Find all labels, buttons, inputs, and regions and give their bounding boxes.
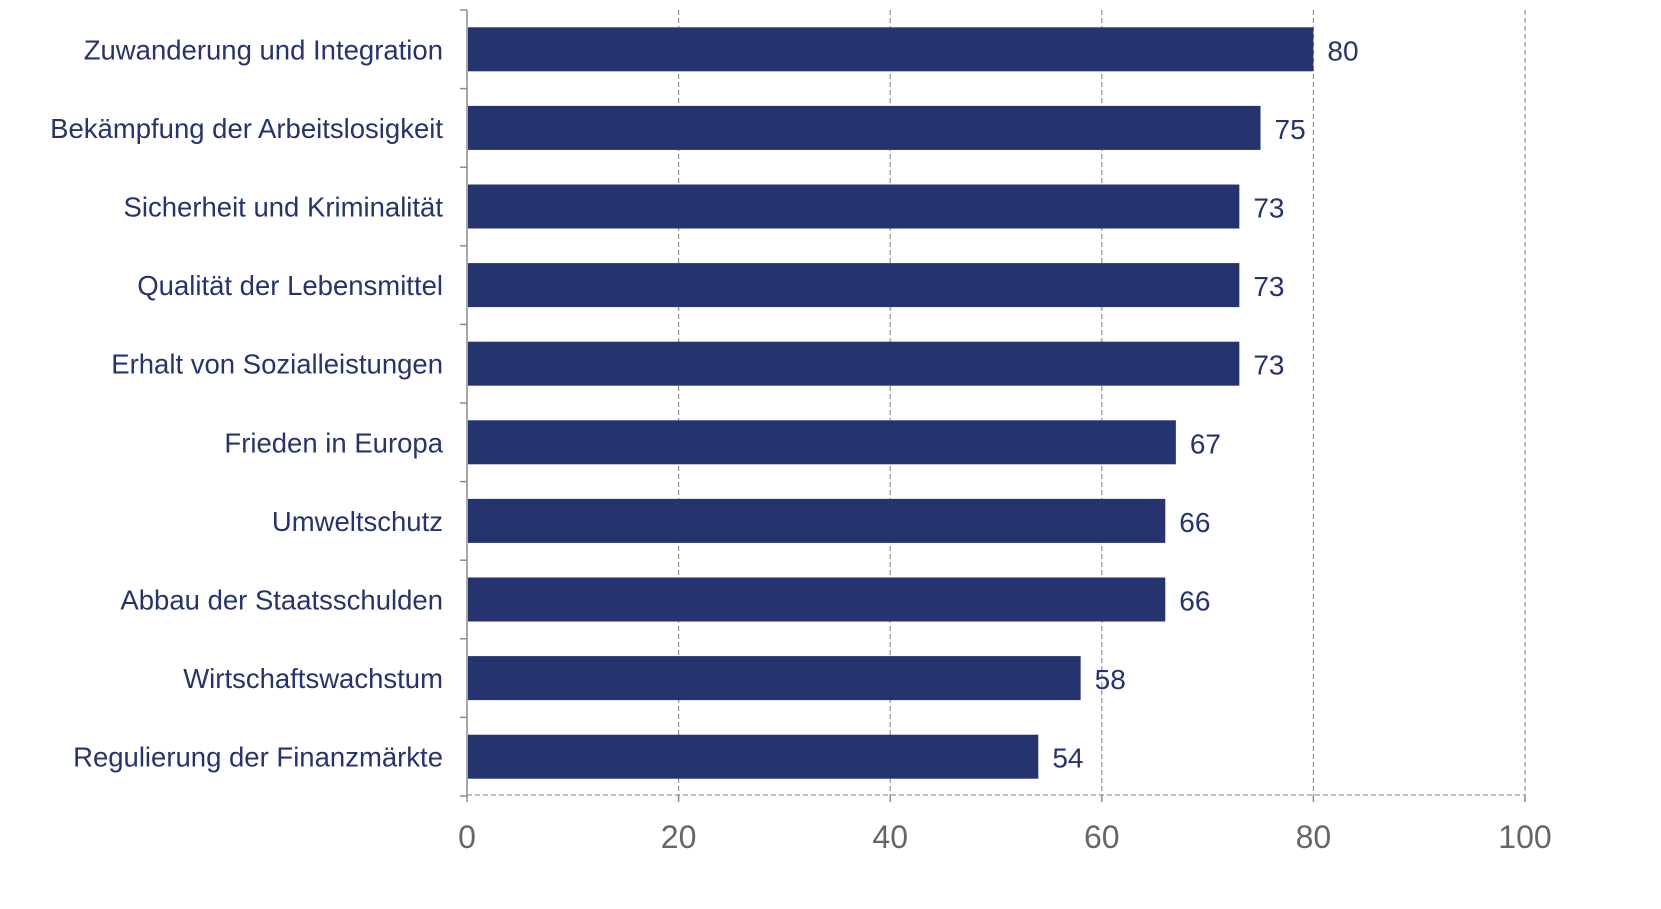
category-label-3: Sicherheit und Kriminalität bbox=[124, 192, 444, 223]
category-label-4: Qualität der Lebensmittel bbox=[137, 270, 443, 301]
category-label-1: Zuwanderung und Integration bbox=[84, 34, 443, 65]
bar-5 bbox=[468, 341, 1240, 386]
value-label-2: 75 bbox=[1275, 114, 1306, 145]
category-label-2: Bekämpfung der Arbeitslosigkeit bbox=[50, 113, 443, 144]
bar-2 bbox=[468, 105, 1261, 150]
value-label-7: 66 bbox=[1179, 507, 1210, 538]
bar-9 bbox=[468, 656, 1081, 701]
bar-6 bbox=[468, 420, 1176, 465]
bar-10 bbox=[468, 734, 1039, 779]
value-label-1: 80 bbox=[1327, 35, 1358, 66]
label-layer: 0 20 40 60 80 100 Zuwanderung und Integration 8… bbox=[50, 34, 1552, 855]
x-tick-label-100: 100 bbox=[1498, 819, 1551, 855]
x-tick-label-80: 80 bbox=[1296, 819, 1332, 855]
category-label-7: Umweltschutz bbox=[272, 506, 443, 537]
value-label-9: 58 bbox=[1095, 664, 1126, 695]
bar-7 bbox=[468, 498, 1166, 543]
value-label-5: 73 bbox=[1253, 350, 1284, 381]
bar-1 bbox=[468, 27, 1314, 72]
value-label-10: 54 bbox=[1052, 743, 1083, 774]
category-label-9: Wirtschaftswachstum bbox=[183, 663, 443, 694]
category-label-8: Abbau der Staatsschulden bbox=[120, 585, 443, 616]
category-label-10: Regulierung der Finanzmärkte bbox=[73, 742, 443, 773]
axis-layer bbox=[460, 9, 1526, 802]
category-label-5: Erhalt von Sozialleistungen bbox=[111, 349, 443, 380]
value-label-8: 66 bbox=[1179, 586, 1210, 617]
value-label-3: 73 bbox=[1253, 193, 1284, 224]
x-tick-label-40: 40 bbox=[872, 819, 908, 855]
bar-4 bbox=[468, 263, 1240, 308]
bar-3 bbox=[468, 184, 1240, 229]
x-tick-label-20: 20 bbox=[661, 819, 697, 855]
category-label-6: Frieden in Europa bbox=[224, 427, 443, 458]
x-tick-label-60: 60 bbox=[1084, 819, 1120, 855]
bar-layer bbox=[468, 27, 1314, 779]
value-label-6: 67 bbox=[1190, 428, 1221, 459]
x-tick-label-0: 0 bbox=[458, 819, 476, 855]
value-label-4: 73 bbox=[1253, 271, 1284, 302]
bar-8 bbox=[468, 577, 1166, 622]
